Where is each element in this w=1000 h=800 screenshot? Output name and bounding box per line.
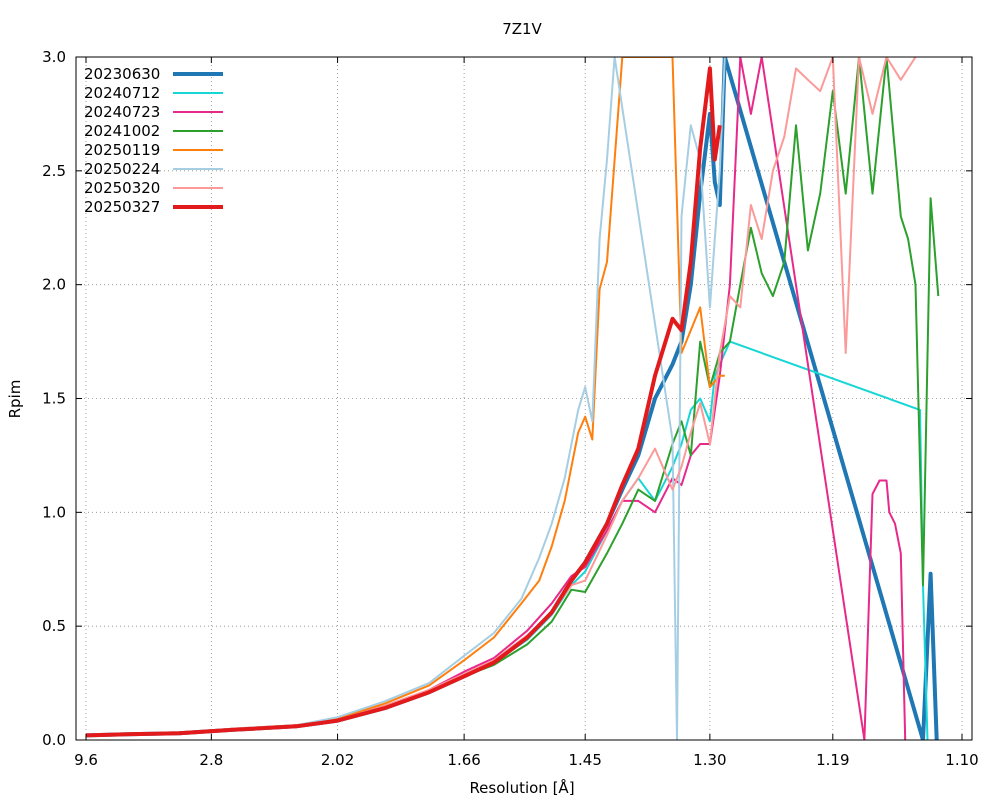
series-line-20250119 (85, 57, 725, 737)
y-tick-label: 1.0 (42, 503, 66, 521)
legend-label: 20250327 (84, 198, 160, 216)
x-tick-label: 9.6 (74, 751, 98, 769)
x-tick-label: 1.45 (568, 751, 601, 769)
legend-label: 20250119 (84, 141, 160, 159)
series-line-20250320 (85, 57, 917, 737)
x-tick-label: 1.10 (945, 751, 978, 769)
series-line-20230630 (85, 57, 939, 740)
y-tick-label: 3.0 (42, 48, 66, 66)
x-tick-label: 1.66 (447, 751, 480, 769)
legend-label: 20240723 (84, 103, 160, 121)
y-tick-label: 2.0 (42, 276, 66, 294)
x-tick-label: 1.30 (693, 751, 726, 769)
y-tick-label: 0.5 (42, 617, 66, 635)
series-lines (85, 57, 940, 740)
legend-label: 20230630 (84, 65, 160, 83)
legend-label: 20250224 (84, 160, 160, 178)
x-axis-title: Resolution [Å] (469, 778, 574, 797)
x-tick-label: 2.8 (199, 751, 223, 769)
series-line-20250224 (85, 57, 726, 740)
y-axis-title: Rpim (6, 380, 24, 419)
series-line-20240712 (85, 340, 929, 740)
axis-ticks: 9.6 2.8 2.02 1.66 1.45 1.30 1.19 1.10 0.0 0.5 1.0 1… (42, 48, 979, 769)
y-tick-label: 0.0 (42, 731, 66, 749)
legend-label: 20241002 (84, 122, 160, 140)
y-tick-label: 1.5 (42, 390, 66, 408)
legend-label: 20240712 (84, 84, 160, 102)
legend: 2023063020240712202407232024100220250119… (84, 65, 223, 216)
series-line-20241002 (85, 57, 940, 737)
y-tick-label: 2.5 (42, 162, 66, 180)
legend-label: 20250320 (84, 179, 160, 197)
series-line-20250327 (85, 66, 722, 738)
chart-title: 7Z1V (502, 20, 542, 38)
x-tick-label: 1.19 (816, 751, 849, 769)
x-tick-label: 2.02 (321, 751, 354, 769)
